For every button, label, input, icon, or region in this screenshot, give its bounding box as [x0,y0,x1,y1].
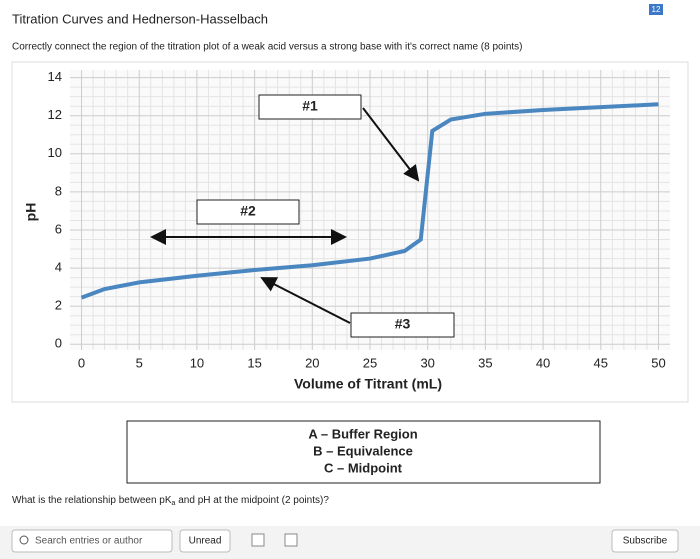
unread-label: Unread [189,536,222,547]
y-tick-label: 10 [48,145,62,160]
x-tick-label: 45 [594,355,608,370]
search-icon [19,535,29,545]
y-tick-label: 2 [55,298,62,313]
arrow [362,107,420,182]
x-tick-label: 25 [363,355,377,370]
subscribe-button[interactable] [611,529,679,553]
chart-frame [11,61,689,403]
y-axis-label: pH [23,203,39,222]
search-placeholder: Search entries or author [35,536,143,547]
x-tick-label: 50 [651,355,665,370]
question-part: and pH at the midpoint (2 points)? [175,495,329,506]
titration-curve [80,102,659,300]
icon-button[interactable] [284,533,298,547]
y-tick-label: 4 [55,260,62,275]
x-tick-label: 5 [136,355,143,370]
question: What is the relationship between pKa and… [12,495,329,507]
x-tick-label: 20 [305,355,319,370]
search-box[interactable] [11,529,173,553]
label-box [196,199,300,225]
y-tick-label: 12 [48,107,62,122]
x-tick-label: 40 [536,355,550,370]
answer-box [126,420,601,484]
answer-option: A – Buffer Region [308,426,417,441]
arrow [260,277,351,324]
question-sub: a [172,500,176,507]
x-tick-label: 15 [247,355,261,370]
subscribe-label: Subscribe [623,536,668,547]
label-text: #2 [240,203,256,219]
y-tick-label: 0 [55,336,62,351]
y-tick-label: 6 [55,221,62,236]
label-text: #1 [302,98,318,114]
label-box [258,94,362,120]
y-tick-label: 8 [55,183,62,198]
badge [649,4,663,15]
chart: 0 2 4 6 8 10 12 14 0 5 10 15 20 25 30 35 40 45 50 Volume of… [23,69,670,392]
answer-option: B – Equivalence [313,443,413,458]
x-tick-label: 10 [190,355,204,370]
unread-button[interactable] [179,529,231,553]
x-tick-label: 0 [78,355,85,370]
label-box [350,312,455,338]
page-title: Titration Curves and Hednerson-Hasselbac… [12,11,268,26]
question-part: What is the relationship between pK [12,495,172,506]
answer-option: C – Midpoint [324,460,403,475]
label-text: #3 [395,316,411,332]
x-tick-label: 30 [420,355,434,370]
y-tick-label: 14 [48,69,62,84]
x-axis-label: Volume of Titrant (mL) [294,376,442,392]
icon-button[interactable] [251,533,265,547]
x-tick-label: 35 [478,355,492,370]
instruction: Correctly connect the region of the titr… [12,42,523,53]
badge-text: 12 [652,5,661,14]
